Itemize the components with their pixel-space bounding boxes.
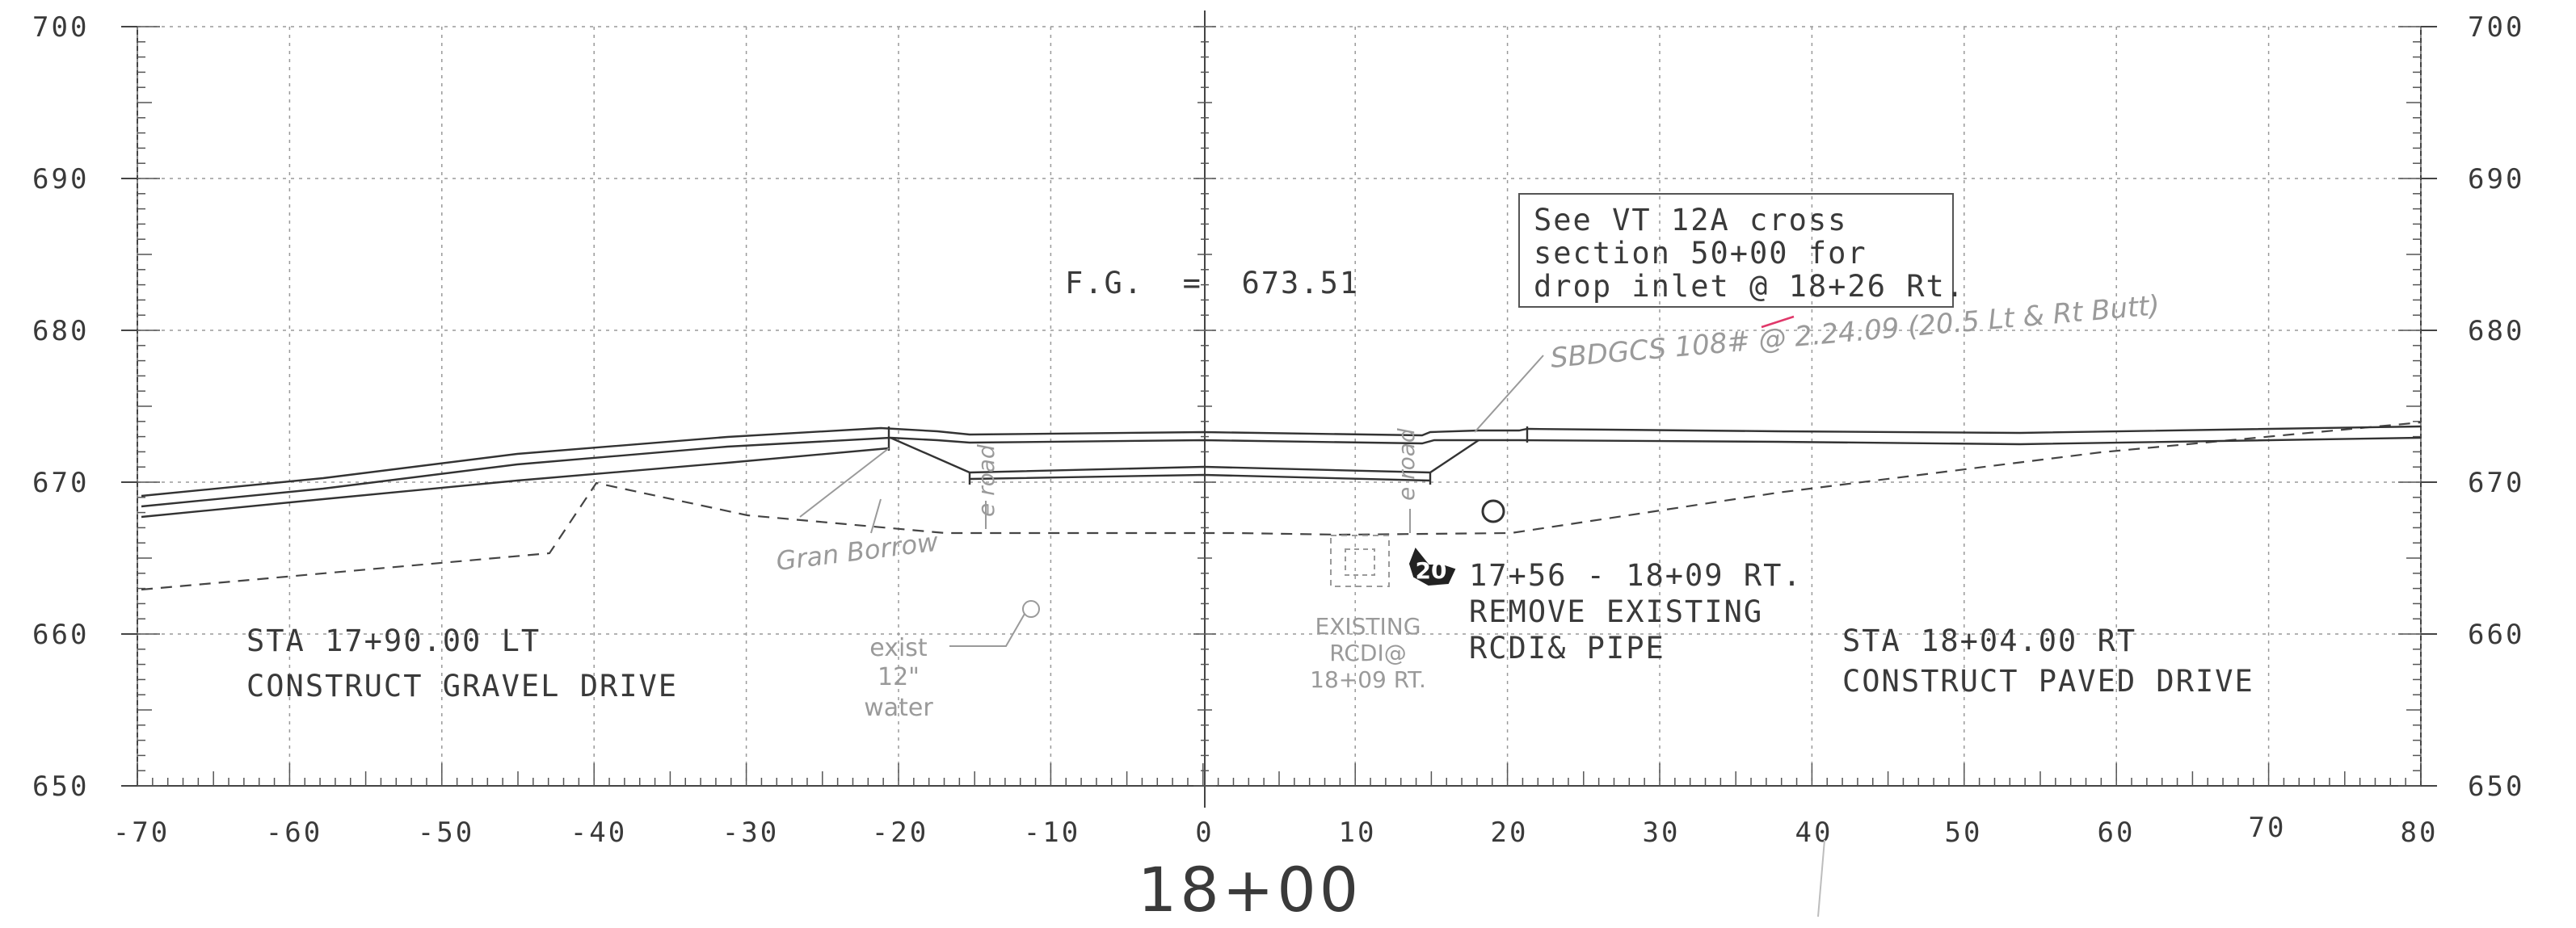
remove-item-note: RCDI& PIPE xyxy=(1469,631,1665,666)
x-tick-label: 50 xyxy=(1945,817,1983,849)
x-axis-labels: -70 -60 -50 -40 -30 -20 -10 0 10 20 30 4… xyxy=(113,812,2439,849)
x-tick-label: -70 xyxy=(113,817,170,849)
left-action-note: CONSTRUCT GRAVEL DRIVE xyxy=(246,669,678,703)
station-label: 18+00 xyxy=(1138,854,1362,926)
remove-range-note: 17+56 - 18+09 RT. xyxy=(1469,558,1803,593)
y-axis-labels-right: 700 690 680 670 660 650 xyxy=(2468,11,2524,803)
x-tick-label: 80 xyxy=(2401,817,2439,849)
callout-line-2: section 50+00 for xyxy=(1534,236,1867,271)
ditch-bottom-outer xyxy=(890,436,1480,474)
ditch-bottom-inner xyxy=(969,473,1431,482)
pipe-circle xyxy=(1481,499,1505,523)
x-tick-label: -40 xyxy=(570,817,627,849)
x-tick-label: 40 xyxy=(1795,817,1833,849)
y-tick-label: 660 xyxy=(32,619,89,651)
y-tick-label: 660 xyxy=(2468,619,2524,651)
left-station-note: STA 17+90.00 LT xyxy=(246,624,541,658)
existing-rcdi: EXISTING RCDI@ 18+09 RT. xyxy=(1310,535,1426,693)
x-tick-label: -50 xyxy=(418,817,474,849)
subbase-left-lower xyxy=(141,447,890,519)
x-tick-label: 60 xyxy=(2098,817,2136,849)
y-tick-label: 680 xyxy=(2468,315,2524,347)
drop-inlet-callout: See VT 12A cross section 50+00 for drop … xyxy=(1518,193,1965,308)
y-tick-label: 650 xyxy=(2468,771,2524,803)
proposed-section xyxy=(141,425,2422,519)
x-tick-label: 10 xyxy=(1339,817,1377,849)
y-tick-label: 700 xyxy=(2468,11,2524,44)
y-tick-label: 700 xyxy=(32,11,89,44)
right-station-note: STA 18+04.00 RT xyxy=(1842,624,2136,658)
hex-tag: 20 xyxy=(1408,548,1456,586)
x-tick-label: 0 xyxy=(1195,817,1214,849)
water-label-2: 12" xyxy=(878,663,920,691)
existing-rcdi-label-2: RCDI@ xyxy=(1329,640,1406,666)
y-tick-label: 680 xyxy=(32,315,89,347)
existing-rcdi-label-1: EXISTING xyxy=(1315,613,1421,640)
finished-grade-bottom xyxy=(141,436,2422,508)
right-action-note: CONSTRUCT PAVED DRIVE xyxy=(1842,664,2254,699)
x-tick-label: -60 xyxy=(266,817,322,849)
callout-line-1: See VT 12A cross xyxy=(1534,203,1847,237)
water-label-3: water xyxy=(864,694,933,722)
remove-action-note: REMOVE EXISTING xyxy=(1469,594,1763,629)
existing-rcdi-label-3: 18+09 RT. xyxy=(1310,666,1426,693)
frame-ticks xyxy=(121,26,2437,787)
gran-borrow-note: Gran Borrow xyxy=(774,447,941,577)
existing-water-note: exist 12" water xyxy=(864,600,1040,722)
x-tick-label: 70 xyxy=(2249,812,2287,844)
y-tick-label: 690 xyxy=(2468,163,2524,195)
x-tick-label: 20 xyxy=(1491,817,1529,849)
pencil-stroke xyxy=(1817,839,1825,918)
hex-tag-label: 20 xyxy=(1416,557,1447,584)
x-tick-label: -30 xyxy=(722,817,779,849)
y-axis-labels-left: 700 690 680 670 660 650 xyxy=(32,11,89,803)
y-tick-label: 670 xyxy=(2468,467,2524,499)
finished-grade-label: F.G. = 673.51 xyxy=(1065,266,1359,300)
water-label-1: exist xyxy=(869,634,928,662)
gran-borrow-label: Gran Borrow xyxy=(774,527,941,577)
y-tick-label: 650 xyxy=(32,771,89,803)
x-tick-label: -20 xyxy=(872,817,928,849)
y-tick-label: 670 xyxy=(32,467,89,499)
existing-ground-line xyxy=(141,421,2422,591)
y-tick-label: 690 xyxy=(32,163,89,195)
edge-of-road-right: e road xyxy=(1393,428,1420,501)
sbdgcs-note: SBDGCS 108# @ 2.24.09 (20.5 Lt & Rt Butt… xyxy=(1474,289,2161,433)
x-tick-label: 30 xyxy=(1643,817,1681,849)
finished-grade-top xyxy=(141,425,2422,498)
callout-line-3: drop inlet @ 18+26 Rt. xyxy=(1534,269,1965,304)
x-tick-label: -10 xyxy=(1024,817,1080,849)
